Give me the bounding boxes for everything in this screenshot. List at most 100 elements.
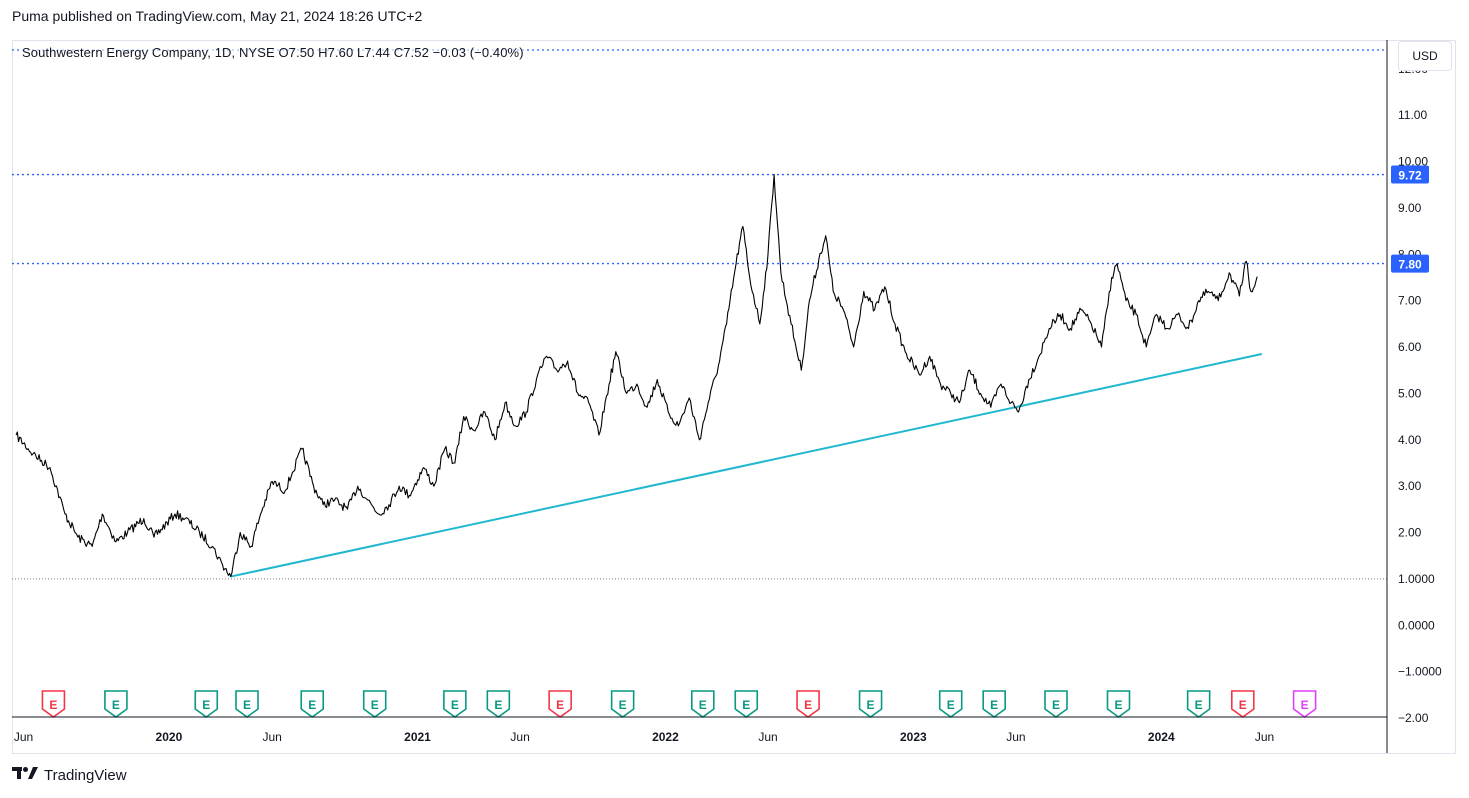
- earnings-marker-label: E: [1052, 698, 1060, 712]
- publisher-line: Puma published on TradingView.com, May 2…: [12, 8, 423, 24]
- earnings-marker-label: E: [1239, 698, 1247, 712]
- earnings-marker[interactable]: E: [104, 690, 128, 718]
- earnings-marker[interactable]: E: [1186, 690, 1211, 718]
- earnings-marker[interactable]: E: [548, 690, 572, 718]
- earnings-marker-label: E: [49, 698, 57, 712]
- earnings-marker[interactable]: E: [1106, 690, 1131, 718]
- y-tick-label: 10.00: [1398, 155, 1428, 169]
- y-tick-label: 11.00: [1398, 108, 1427, 122]
- earnings-marker-label: E: [699, 698, 707, 712]
- price-level-label-text: 9.72: [1398, 169, 1422, 183]
- trendline-layer: [230, 353, 1263, 578]
- earnings-marker[interactable]: E: [938, 690, 963, 718]
- y-tick-label: 6.00: [1398, 340, 1422, 354]
- earnings-marker[interactable]: E: [734, 690, 759, 718]
- x-tick-label: Jun: [510, 730, 529, 744]
- earnings-marker-label: E: [308, 698, 316, 712]
- earnings-marker[interactable]: E: [443, 690, 467, 718]
- earnings-marker-label: E: [202, 698, 210, 712]
- y-tick-label: 4.00: [1398, 433, 1422, 447]
- y-tick-label: 5.00: [1398, 386, 1422, 400]
- y-tick-label: −2.00: [1398, 711, 1429, 725]
- footer-brand-text: TradingView: [44, 767, 127, 784]
- earnings-marker-label: E: [556, 698, 564, 712]
- earnings-marker[interactable]: E: [982, 690, 1006, 718]
- chart-frame: [12, 40, 1456, 754]
- x-tick-label: 2021: [404, 730, 431, 744]
- earnings-marker-label: E: [1301, 698, 1309, 712]
- y-tick-label: −1.0000: [1398, 665, 1442, 679]
- earnings-marker-label: E: [494, 698, 502, 712]
- earnings-marker-badge: [938, 690, 963, 718]
- earnings-marker-label: E: [451, 698, 459, 712]
- x-tick-label: 2024: [1148, 730, 1175, 744]
- y-tick-label: 7.00: [1398, 294, 1422, 308]
- earnings-marker[interactable]: E: [235, 690, 259, 718]
- y-tick-label: 0.0000: [1398, 618, 1435, 632]
- earnings-marker-label: E: [1114, 698, 1122, 712]
- earnings-marker[interactable]: E: [1230, 690, 1255, 718]
- tradingview-logo-icon: [12, 766, 38, 785]
- y-tick-label: 2.00: [1398, 526, 1422, 540]
- footer-brand[interactable]: TradingView: [12, 766, 127, 785]
- earnings-marker-badge: [796, 690, 820, 718]
- earnings-marker-badge: [486, 690, 511, 718]
- earnings-marker-label: E: [619, 698, 627, 712]
- earnings-marker-badge: [610, 690, 635, 718]
- earnings-marker[interactable]: E: [1292, 690, 1317, 718]
- earnings-marker-label: E: [990, 698, 998, 712]
- earnings-marker-badge: [362, 690, 387, 718]
- earnings-marker-badge: [1230, 690, 1255, 718]
- earnings-marker-badge: [982, 690, 1006, 718]
- earnings-marker[interactable]: E: [41, 690, 66, 718]
- price-axis: 12.0011.0010.009.008.007.006.005.004.003…: [1386, 40, 1442, 753]
- x-tick-label: Jun: [1006, 730, 1025, 744]
- earnings-marker[interactable]: E: [858, 690, 883, 718]
- price-level-label: [1391, 165, 1429, 184]
- earnings-marker-badge: [1044, 690, 1068, 718]
- x-tick-label: 2020: [156, 730, 183, 744]
- earnings-marker[interactable]: E: [362, 690, 387, 718]
- earnings-marker-badge: [1292, 690, 1317, 718]
- earnings-marker-label: E: [371, 698, 379, 712]
- earnings-marker-badge: [235, 690, 259, 718]
- x-tick-label: Jun: [758, 730, 777, 744]
- currency-button[interactable]: USD: [1398, 41, 1452, 71]
- earnings-marker[interactable]: E: [486, 690, 511, 718]
- y-tick-label: 1.0000: [1398, 572, 1435, 586]
- earnings-marker[interactable]: E: [194, 690, 219, 718]
- earnings-marker-badge: [41, 690, 66, 718]
- x-tick-label: Jun: [1255, 730, 1274, 744]
- earnings-marker-badge: [443, 690, 467, 718]
- earnings-marker-label: E: [1195, 698, 1203, 712]
- earnings-marker-badge: [1106, 690, 1131, 718]
- price-line-layer: [15, 173, 1258, 578]
- earnings-marker-label: E: [243, 698, 251, 712]
- earnings-marker-badge: [1186, 690, 1211, 718]
- symbol-legend[interactable]: Southwestern Energy Company, 1D, NYSE O7…: [22, 45, 524, 60]
- earnings-marker-label: E: [867, 698, 875, 712]
- earnings-marker-badge: [548, 690, 572, 718]
- x-tick-label: 2023: [900, 730, 927, 744]
- earnings-marker-badge: [300, 690, 325, 718]
- earnings-marker-label: E: [112, 698, 120, 712]
- earnings-marker[interactable]: E: [1044, 690, 1068, 718]
- y-tick-label: 3.00: [1398, 479, 1422, 493]
- x-tick-label: 2022: [652, 730, 679, 744]
- price-level-label-text: 7.80: [1398, 258, 1422, 272]
- y-tick-label: 9.00: [1398, 201, 1422, 215]
- earnings-marker[interactable]: E: [300, 690, 325, 718]
- time-axis: Jun 2020 Jun 2021 Jun 2022 Jun 2023 Jun 2024 Jun: [12, 716, 1387, 744]
- earnings-marker[interactable]: E: [610, 690, 635, 718]
- earnings-marker-badge: [734, 690, 759, 718]
- price-level-label: [1391, 254, 1429, 273]
- x-tick-label: Jun: [14, 730, 33, 744]
- earnings-marker-badge: [104, 690, 128, 718]
- x-tick-label: Jun: [262, 730, 281, 744]
- earnings-marker[interactable]: E: [690, 690, 715, 718]
- earnings-marker-label: E: [947, 698, 955, 712]
- earnings-marker-label: E: [742, 698, 750, 712]
- earnings-marker-badge: [858, 690, 883, 718]
- earnings-marker[interactable]: E: [796, 690, 820, 718]
